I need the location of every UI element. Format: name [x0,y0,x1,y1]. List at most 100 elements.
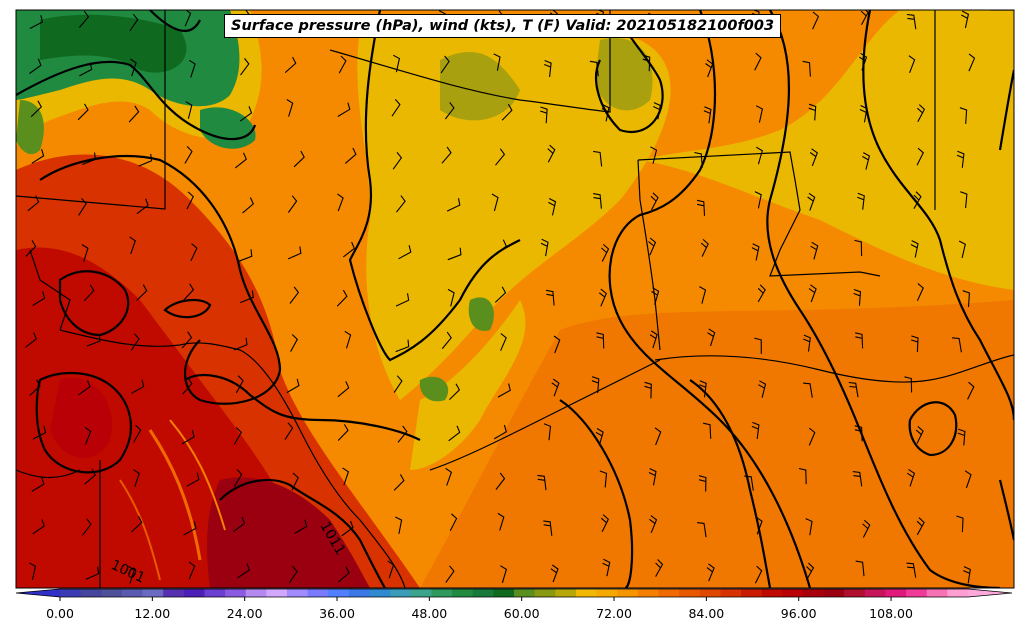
wind-barb [917,104,926,123]
colorbar-tick-label: 24.00 [226,606,263,621]
wind-barb [501,103,513,121]
wind-barb [650,192,659,211]
wind-barb [291,472,299,491]
wind-barb [395,195,406,213]
wind-barb [449,383,461,400]
colorbar-outline [15,588,1013,598]
wind-barb [287,195,298,213]
wind-barb [595,428,604,446]
wind-barb [81,244,89,262]
wind-barb [31,477,45,492]
wind-barb [493,53,501,71]
colorbar-swatch [844,589,866,597]
wind-barb [599,470,608,488]
wind-barb [290,334,298,352]
wind-barb [184,146,193,164]
wind-barb [392,152,403,170]
colorbar-swatch [472,589,494,597]
wind-barb [540,106,548,124]
colorbar-tick-label: 84.00 [688,606,725,621]
colorbar-extend-high [968,589,1012,597]
wind-barb [862,519,871,538]
wind-barb [952,337,962,353]
wind-barb [392,54,401,73]
colorbar-swatch [369,589,391,597]
wind-barb [78,198,87,216]
wind-barb [550,564,559,583]
wind-barb [967,381,975,400]
wind-barb [915,425,924,444]
wind-barb [130,516,143,533]
colorbar-swatch [596,589,618,597]
colorbar-swatch [225,589,247,597]
wind-barb [648,468,657,486]
wind-barb [699,380,707,398]
wind-barb [183,521,197,536]
wind-barb [968,53,976,72]
wind-barb [751,243,760,261]
colorbar-tick-label: 108.00 [869,606,913,621]
colorbar-swatch [431,589,453,597]
colorbar-swatch [885,589,907,597]
wind-barb [655,559,664,577]
colorbar-swatch [617,589,639,597]
colorbar-extend-low [16,589,60,597]
wind-barb [81,518,92,536]
wind-barb [807,192,816,211]
wind-barb [284,56,297,74]
colorbar-swatch [926,589,948,597]
wind-barb [854,425,863,442]
wind-barb [916,517,925,536]
wind-barb [239,290,254,304]
wind-barb [440,55,450,74]
wind-barb [342,467,350,486]
wind-barb [237,563,250,579]
wind-barb [705,59,714,78]
wind-barb [959,107,968,124]
wind-barb [32,291,46,306]
wind-barb [131,379,145,394]
wind-barb [754,565,763,584]
wind-barb [32,425,47,440]
wind-barb [338,566,350,583]
wind-barb [600,514,609,533]
wind-barb [957,428,966,446]
wind-barb [548,198,557,216]
wind-barb [963,566,971,584]
wind-barb [862,152,871,170]
wind-barb [596,332,605,349]
wind-barb [495,148,506,166]
wind-barb [544,59,552,78]
wind-barb [798,467,807,485]
wind-barb [651,287,660,305]
wind-barb [183,283,195,301]
wind-barb [284,422,294,440]
wind-barb [962,290,970,308]
isobars [16,10,1014,588]
wind-barb [288,565,298,584]
wind-barb [754,52,762,71]
wind-barb [32,519,45,535]
wind-barb [648,237,657,256]
wind-barb [445,565,455,583]
wind-barb [806,562,815,581]
colorbar-tick-label: 36.00 [319,606,355,621]
wind-barb [188,561,196,580]
wind-barb [84,426,92,445]
colorbar-swatch [287,589,309,597]
colorbar-tick-label: 96.00 [780,606,817,621]
colorbar [15,588,1013,601]
map-frame [15,9,1015,589]
wind-barb [128,565,135,584]
wind-barb [448,425,461,442]
map-title: Surface pressure (hPa), wind (kts), T (F… [224,14,782,38]
wind-barb [805,518,813,536]
wind-barb [27,195,40,212]
wind-barb [755,516,763,535]
wind-barb [803,334,811,352]
colorbar-swatch [452,589,474,597]
wind-barb [294,519,308,534]
colorbar-tick-label: 0.00 [46,606,74,621]
wind-barb [336,289,348,307]
wind-barb [960,191,968,209]
